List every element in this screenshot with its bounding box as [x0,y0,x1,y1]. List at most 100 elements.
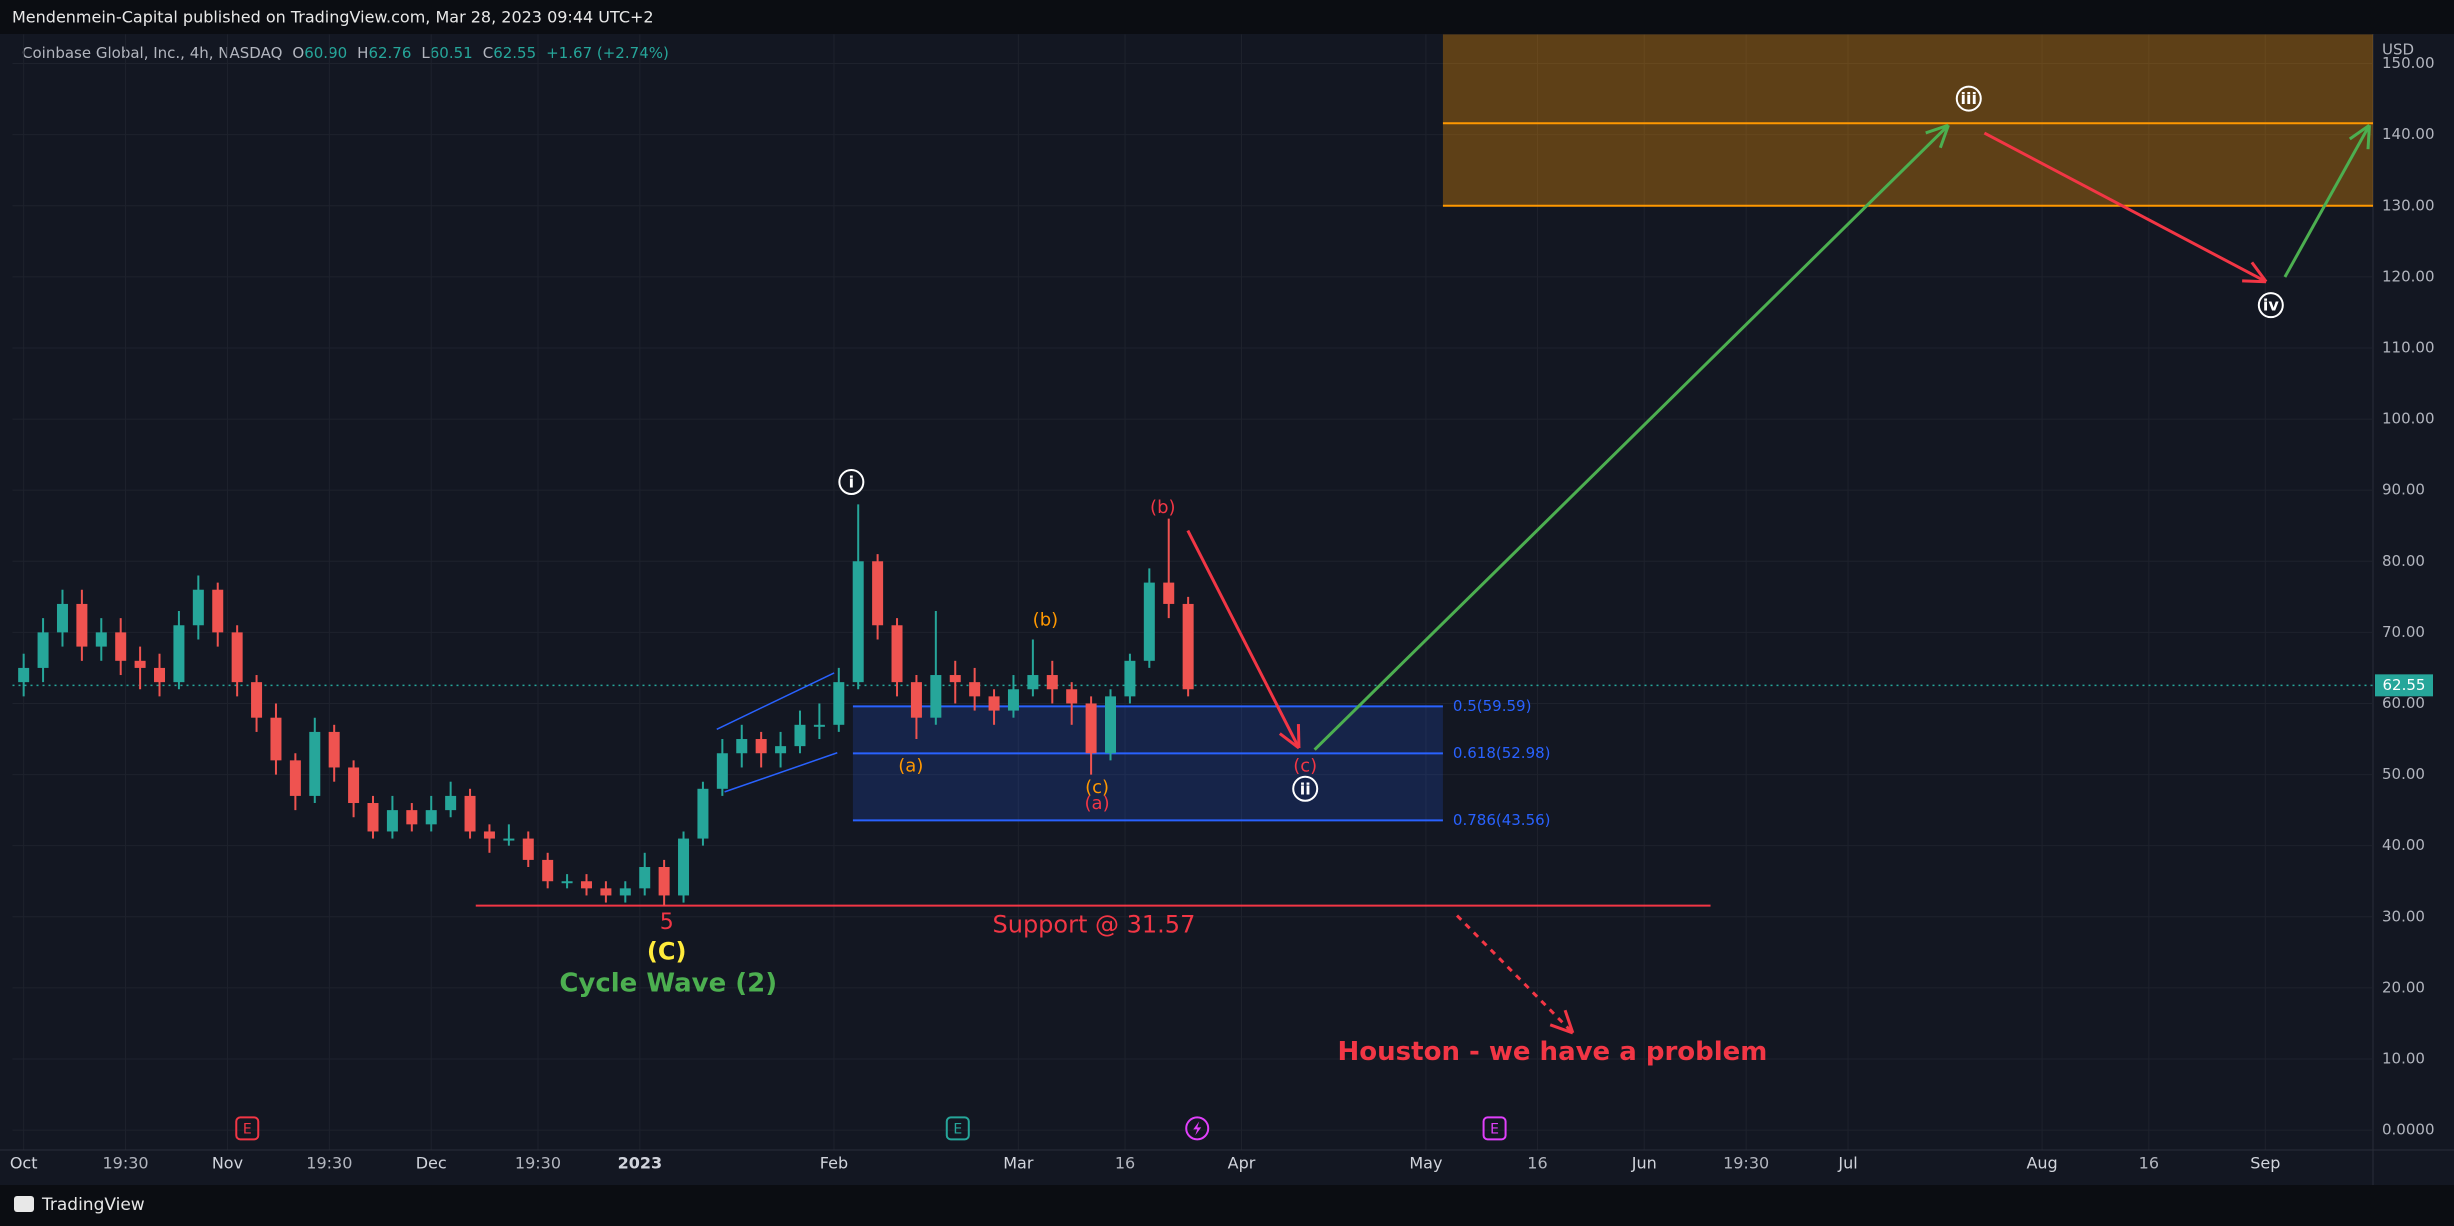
wave-label: Houston - we have a problem [1338,1037,1768,1067]
candle-body [37,632,49,668]
event-label: E [243,1121,252,1137]
arrow-head [1278,732,1300,750]
y-tick-label: 110.00 [2382,338,2435,356]
candle-body [309,731,321,796]
candle-body [464,795,476,832]
legend-item: Coinbase Global, Inc., 4h, NASDAQ [22,44,282,62]
candle-body [425,810,437,825]
candle-body [18,667,30,683]
candle-body [949,675,961,683]
candle-body [1046,675,1058,690]
fib-zone [852,706,1443,821]
y-tick-label: 30.00 [2382,907,2425,925]
wave-label: (b) [1150,497,1175,518]
candle-body [716,753,728,789]
candle-body [852,561,864,683]
x-tick-label: May [1409,1154,1442,1173]
legend-item: 62.76 [368,44,411,62]
currency: USD [2382,41,2414,59]
wave-circle [2257,292,2284,319]
wave-label: Cycle Wave (2) [559,968,777,998]
arrow-head [2366,125,2371,150]
x-tick-label: Mar [1003,1154,1034,1173]
x-tick-label: 19:30 [306,1154,352,1173]
x-tick-label: 19:30 [102,1154,148,1173]
wave-label: 5 [660,910,674,935]
x-tick-label: 16 [2139,1154,2159,1173]
wave-label: (b) [1033,610,1058,631]
x-tick-label: 16 [1527,1154,1547,1173]
arrow-head [2348,123,2371,141]
y-tick-label: 100.00 [2382,410,2435,428]
candle-body [56,603,68,633]
candle-body [658,867,670,896]
candle-body [542,859,554,882]
candle-body [678,838,690,896]
x-tick-label: 16 [1115,1154,1135,1173]
wave-label: (c) [1293,755,1317,776]
wave-label: (C) [647,938,687,966]
x-tick-label: Feb [820,1154,848,1173]
candle-body [561,881,573,884]
footer-brand: TradingView [41,1195,145,1215]
wave-label: ii [1300,779,1311,798]
projection-arrow [2283,124,2371,278]
candle-body [1105,696,1117,754]
publisher: Mendenmein-Capital published on TradingV… [12,8,654,27]
footer-logo [14,1196,34,1212]
y-tick-label: 150.00 [2382,54,2435,72]
y-tick-label: 70.00 [2382,623,2425,641]
candle-body [328,731,340,768]
arrow-head [1563,1009,1575,1034]
candle-body [794,724,806,747]
candle-body [697,788,709,839]
candle-body [231,632,243,683]
candle-body [1085,703,1097,754]
candle-body [639,867,651,889]
x-tick-label: Oct [10,1154,38,1173]
candle-body [134,660,146,668]
candle-body [813,724,825,727]
event-icon [1185,1116,1210,1141]
legend-item: L [421,44,430,62]
candle-body [445,795,457,811]
x-tick-label: 19:30 [515,1154,561,1173]
candle-body [173,625,185,683]
wave-label: iii [1961,89,1977,108]
candle-body [503,838,515,841]
y-tick-label: 140.00 [2382,125,2435,143]
y-tick-label: 120.00 [2382,267,2435,285]
y-tick-label: 40.00 [2382,836,2425,854]
candle-body [76,603,88,647]
candle-body [154,667,166,683]
projection-arrow [1313,124,1950,751]
projection-arrow [1455,914,1574,1034]
candle-body [386,810,398,832]
wave-circle [1955,85,1982,112]
event-icon [945,1116,970,1141]
symbol-title: Coinbase Global, Inc., 4h, NASDAQ O60.90 H… [22,44,669,62]
candle-body [483,831,495,839]
y-tick-label: 60.00 [2382,694,2425,712]
candle-body [192,589,204,626]
fib-label: 0.618(52.98) [1453,744,1551,762]
legend-item: 60.51 [430,44,473,62]
projection-arrow [1186,529,1301,749]
projection-arrow [1983,131,2267,284]
candle-body [600,888,612,896]
legend-item: O [292,44,304,62]
y-tick-label: 130.00 [2382,196,2435,214]
wedge-line [724,752,838,793]
arrow-head [1296,724,1301,749]
event-label: E [953,1121,962,1137]
event-label: E [1490,1121,1499,1137]
y-tick-label: 0.0000 [2382,1121,2435,1139]
candle-body [755,739,767,754]
candle-body [775,746,787,754]
legend-item: C [483,44,493,62]
x-tick-label: 19:30 [1723,1154,1769,1173]
arrow-head [2250,261,2268,283]
arrow-head [1938,124,1950,149]
wave-circle [838,469,865,496]
